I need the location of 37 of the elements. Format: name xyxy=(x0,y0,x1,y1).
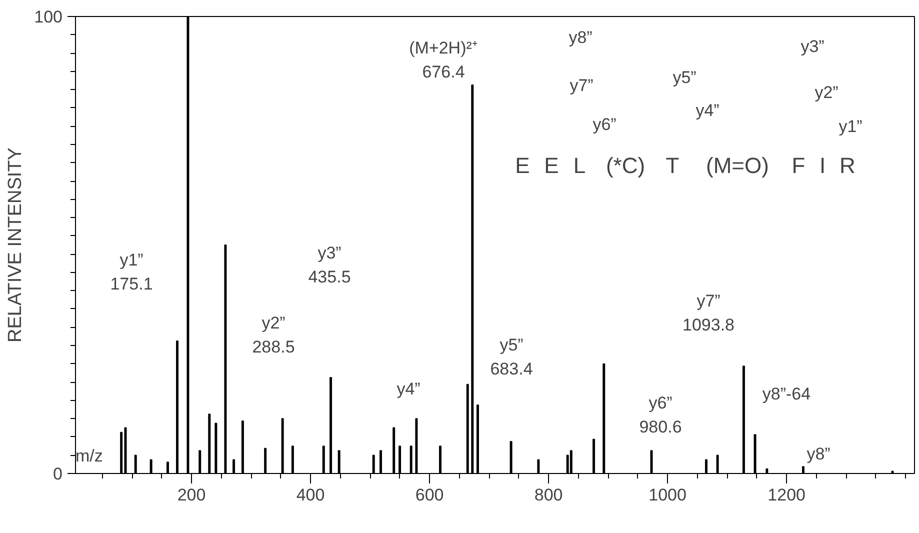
annotation: y4” xyxy=(696,101,720,120)
annotation: y5” xyxy=(672,68,697,87)
annotation: y6” xyxy=(592,115,617,134)
x-tick-label: 200 xyxy=(177,486,206,504)
x-tick-label: 800 xyxy=(534,486,563,504)
annotation: y5” 683.4 xyxy=(490,336,533,378)
annotation: y3” xyxy=(800,37,825,56)
annotation: y3” 435.5 xyxy=(308,244,351,286)
y-tick-label: 100 xyxy=(34,8,63,26)
annotation: T xyxy=(666,153,680,178)
y-axis-title: RELATIVE INTENSITY xyxy=(5,147,26,342)
x-tick-label: 1200 xyxy=(768,486,806,504)
x-axis-title: m/z xyxy=(76,446,103,466)
annotation: (M+2H)²⁺ 676.4 xyxy=(409,38,478,82)
annotation: E xyxy=(515,153,530,178)
y-tick-label: 0 xyxy=(53,464,63,484)
annotation: y1” xyxy=(838,117,863,136)
annotation: y8” xyxy=(806,444,831,464)
annotation: (M=O) xyxy=(706,153,769,178)
annotation: y7” 1093.8 xyxy=(682,292,734,334)
annotation: I xyxy=(819,153,826,178)
annotation: E xyxy=(544,153,559,178)
annotation: R xyxy=(840,153,856,178)
annotation: y6” 980.6 xyxy=(639,394,682,436)
annotation: L xyxy=(573,153,586,178)
annotation: y7” xyxy=(570,76,594,95)
annotation: y8”-64 xyxy=(762,384,811,404)
x-tick-label: 600 xyxy=(415,486,444,504)
annotation: y2” 288.5 xyxy=(252,314,295,356)
annotation: y2” xyxy=(814,83,839,102)
annotation: y1” 175.1 xyxy=(110,250,153,294)
x-tick-label: 400 xyxy=(296,486,325,504)
annotation: y4” xyxy=(396,380,421,398)
annotation: (*C) xyxy=(606,153,646,178)
annotation: y8” xyxy=(568,28,593,47)
annotation: F xyxy=(792,153,806,178)
x-tick-label: 1000 xyxy=(648,486,686,504)
